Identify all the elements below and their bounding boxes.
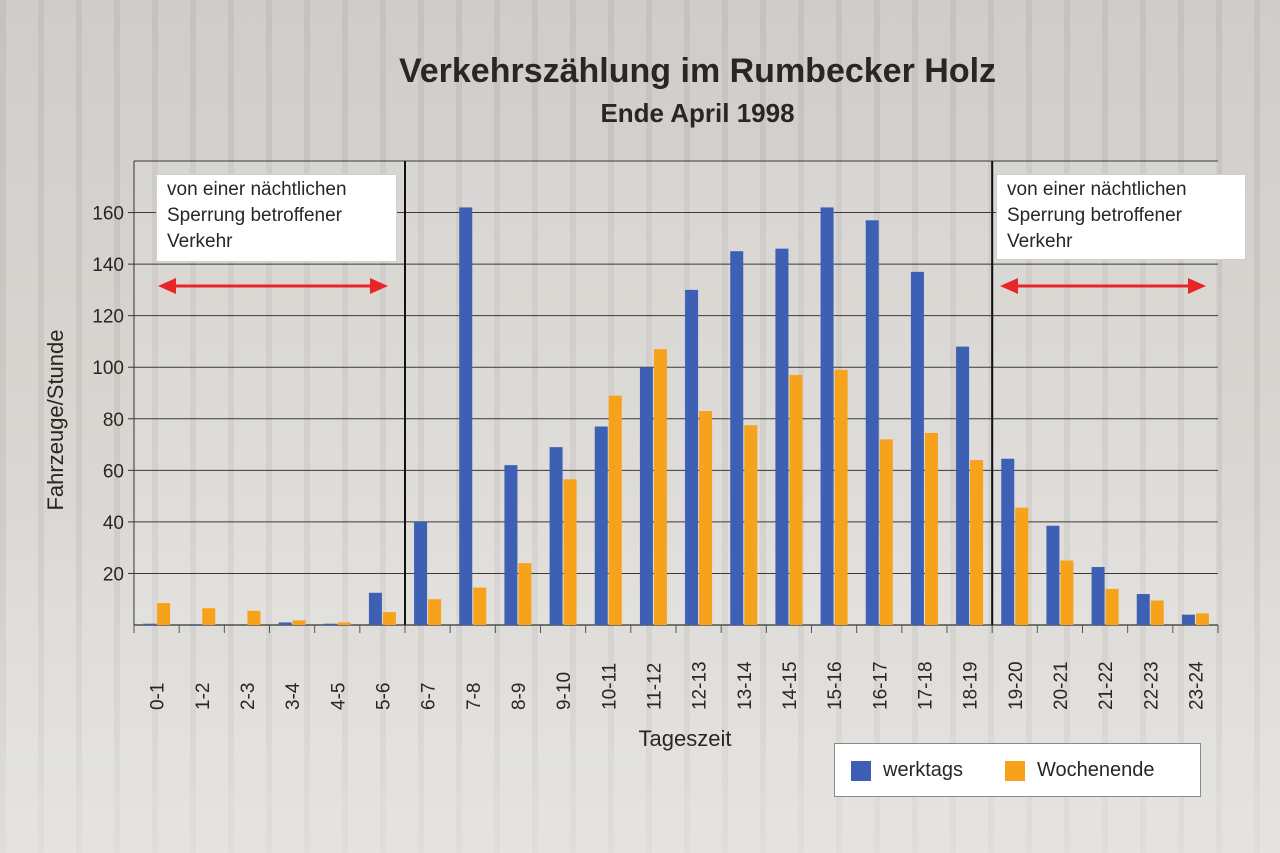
bar-wochenende (653, 349, 667, 625)
bar-werktags (910, 271, 924, 625)
x-tick-label: 21-22 (1096, 661, 1117, 710)
x-tick-label: 7-8 (464, 683, 485, 710)
night-closure-note-right: von einer nächtlichen Sperrung betroffen… (996, 174, 1246, 260)
bar-wochenende (879, 439, 893, 625)
closure-arrow-head (1000, 278, 1018, 294)
x-tick-label: 6-7 (419, 683, 440, 710)
bar-werktags (1046, 525, 1060, 625)
x-tick-label: 22-23 (1141, 661, 1162, 710)
bar-werktags (594, 426, 608, 625)
x-tick-label: 19-20 (1006, 661, 1027, 710)
bar-werktags (775, 248, 789, 625)
x-tick-label: 5-6 (373, 683, 394, 710)
x-tick-label: 23-24 (1186, 661, 1207, 710)
legend-label-werktags: werktags (883, 759, 964, 781)
bar-wochenende (924, 432, 938, 625)
chart-title: Verkehrszählung im Rumbecker Holz (398, 52, 997, 90)
y-axis-label: Fahrzeuge/Stunde (43, 329, 68, 511)
bar-wochenende (789, 374, 803, 625)
bar-werktags (549, 447, 563, 625)
legend-swatch-werktags (851, 760, 871, 781)
bar-wochenende (563, 479, 577, 625)
bar-wochenende (608, 395, 622, 625)
x-tick-label: 1-2 (193, 683, 214, 710)
x-tick-label: 0-1 (148, 683, 169, 710)
bar-werktags (956, 346, 970, 625)
x-tick-label: 3-4 (283, 682, 304, 710)
bar-wochenende (518, 563, 532, 625)
bar-wochenende (699, 411, 713, 625)
bar-wochenende (247, 610, 261, 625)
legend-item-wochenende: Wochenende (1005, 759, 1155, 782)
bar-werktags (639, 367, 653, 625)
legend: werktags Wochenende (834, 743, 1201, 797)
x-tick-label: 8-9 (509, 683, 530, 710)
x-tick-label: 20-21 (1051, 661, 1072, 710)
bar-werktags (414, 521, 428, 625)
bar-werktags (143, 623, 157, 625)
x-tick-label: 4-5 (328, 683, 349, 710)
x-tick-label: 11-12 (644, 663, 665, 710)
bar-werktags (685, 289, 699, 625)
bar-werktags (323, 623, 337, 625)
bar-wochenende (382, 612, 396, 625)
x-tick-label: 18-19 (961, 661, 982, 710)
x-tick-label: 10-11 (599, 663, 620, 710)
bar-wochenende (1015, 507, 1029, 625)
y-tick-label: 60 (103, 461, 124, 482)
x-tick-label: 14-15 (780, 661, 801, 710)
bar-wochenende (428, 599, 442, 625)
legend-swatch-wochenende (1005, 760, 1025, 781)
x-tick-label: 12-13 (690, 661, 711, 710)
closure-arrow-head (370, 278, 388, 294)
bar-werktags (1181, 614, 1195, 625)
x-tick-label: 9-10 (554, 672, 575, 710)
night-closure-note-left: von einer nächtlichen Sperrung betroffen… (156, 174, 397, 262)
bar-wochenende (1150, 600, 1164, 625)
y-tick-label: 80 (103, 410, 124, 431)
x-tick-label: 13-14 (735, 661, 756, 710)
bar-wochenende (1060, 560, 1074, 625)
bar-werktags (1136, 594, 1150, 625)
bar-wochenende (337, 622, 351, 625)
y-tick-label: 160 (92, 204, 124, 225)
closure-arrow-head (1188, 278, 1206, 294)
bar-werktags (278, 622, 292, 625)
x-axis-label: Tageszeit (638, 726, 732, 751)
bar-wochenende (157, 603, 171, 625)
bar-werktags (188, 624, 202, 625)
y-tick-label: 20 (103, 564, 124, 585)
bar-werktags (459, 207, 473, 625)
x-tick-label: 16-17 (870, 661, 891, 710)
x-tick-label: 15-16 (825, 661, 846, 710)
bar-werktags (820, 207, 834, 625)
x-tick-label: 17-18 (915, 661, 936, 710)
y-tick-label: 40 (103, 513, 124, 534)
bar-werktags (865, 220, 879, 626)
closure-arrow-head (158, 278, 176, 294)
bar-werktags (730, 251, 744, 625)
chart-subtitle: Ende April 1998 (600, 98, 795, 128)
x-tick-label: 2-3 (238, 683, 259, 710)
legend-label-wochenende: Wochenende (1037, 759, 1155, 781)
bar-werktags (1001, 458, 1015, 625)
bar-wochenende (1195, 613, 1209, 625)
bar-wochenende (744, 425, 758, 625)
bar-wochenende (970, 460, 984, 625)
bar-wochenende (202, 608, 216, 625)
bar-wochenende (1105, 588, 1119, 625)
bar-werktags (1091, 567, 1105, 625)
y-tick-label: 140 (92, 255, 124, 276)
bar-wochenende (473, 587, 487, 625)
bar-wochenende (834, 369, 848, 625)
bar-werktags (368, 592, 382, 625)
y-tick-label: 120 (92, 307, 124, 328)
bar-werktags (504, 465, 518, 625)
y-tick-label: 100 (92, 358, 124, 379)
legend-item-werktags: werktags (851, 759, 963, 782)
bar-wochenende (292, 620, 306, 625)
